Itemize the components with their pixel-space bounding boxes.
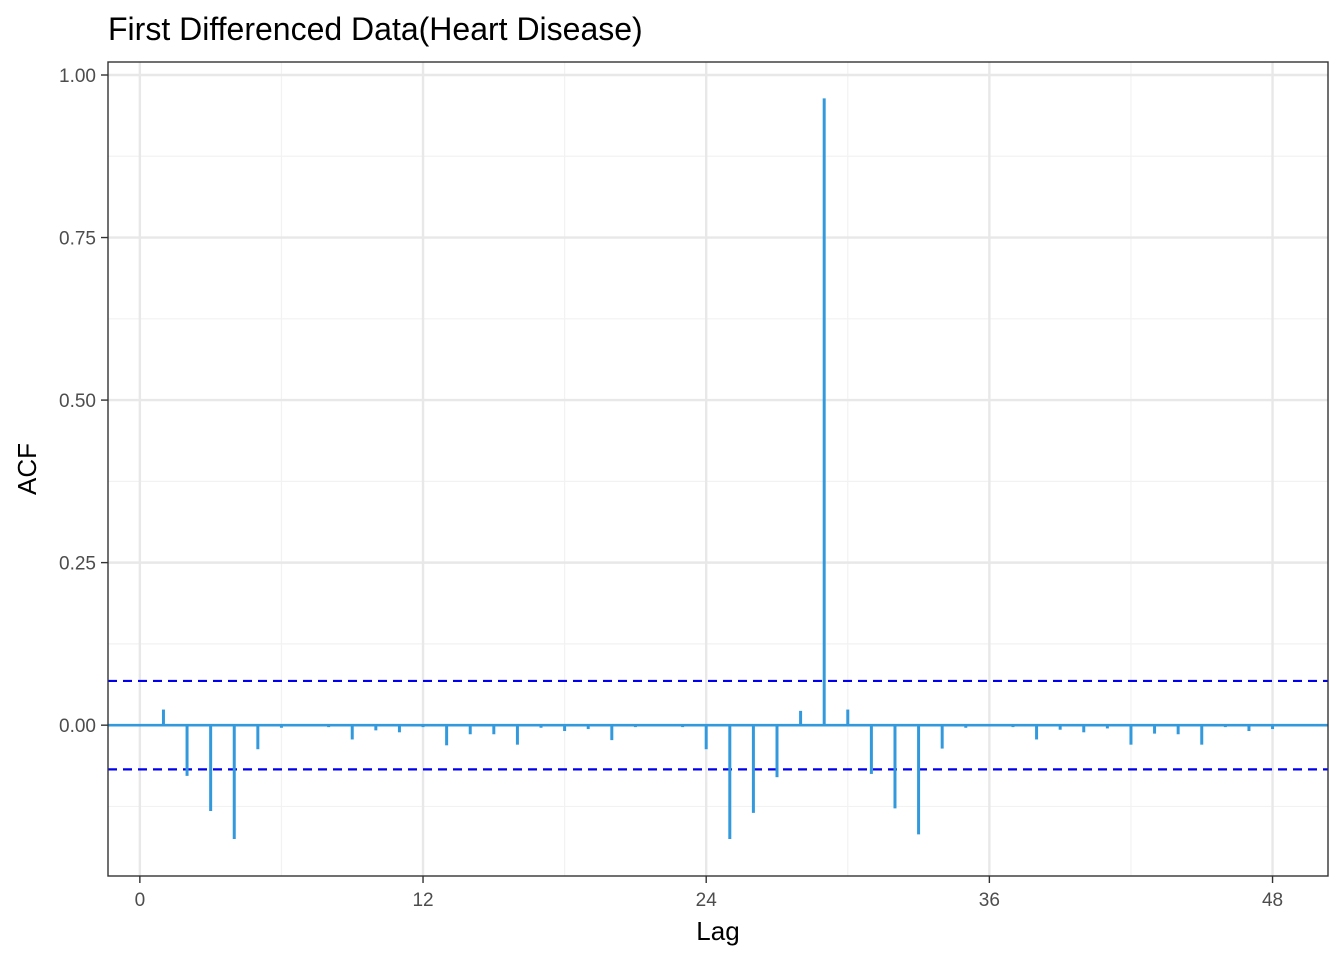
y-tick-label: 0.50 — [59, 391, 96, 412]
x-tick-label: 48 — [1262, 890, 1283, 911]
minor-gridlines — [108, 62, 1328, 876]
y-axis-label: ACF — [12, 443, 42, 495]
y-tick-label: 0.25 — [59, 554, 96, 575]
y-tick-label: 0.75 — [59, 229, 96, 250]
x-axis-label: Lag — [696, 916, 739, 946]
y-tick-label: 1.00 — [59, 66, 96, 87]
x-tick-label: 12 — [412, 890, 433, 911]
y-axis-ticks: 0.00 0.25 0.50 0.75 1.00 — [59, 66, 108, 737]
x-axis-ticks: 0 12 24 36 48 — [135, 876, 1283, 911]
panel-border — [107, 61, 1329, 877]
acf-bars — [161, 98, 1275, 839]
x-tick-label: 0 — [135, 890, 146, 911]
x-tick-label: 24 — [696, 890, 718, 911]
major-gridlines — [108, 62, 1328, 876]
chart-title: First Differenced Data(Heart Disease) — [108, 11, 643, 47]
confidence-bounds — [108, 679, 1328, 771]
y-tick-label: 0.00 — [59, 716, 96, 737]
x-tick-label: 36 — [979, 890, 1000, 911]
